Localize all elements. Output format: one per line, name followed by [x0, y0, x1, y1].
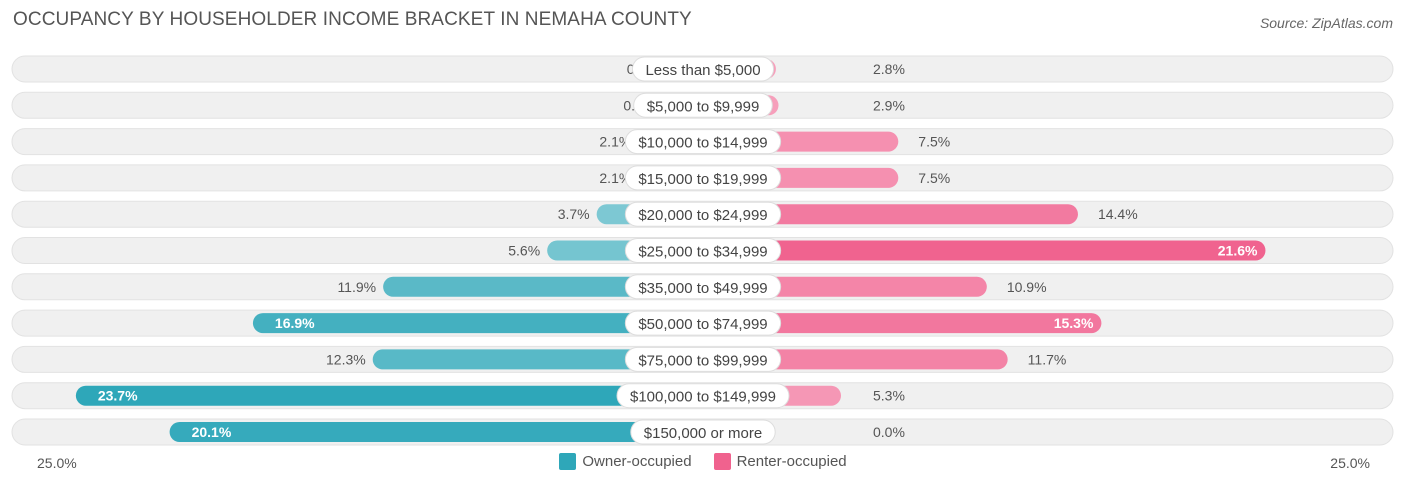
owner-value-label: 2.1%: [599, 170, 631, 186]
category-pill: [624, 346, 782, 372]
category-label: $25,000 to $34,999: [638, 244, 767, 261]
renter-bar: [693, 240, 1266, 261]
category-pill: [624, 165, 782, 191]
category-label: $15,000 to $19,999: [638, 171, 767, 188]
renter-value-label: 10.9%: [1007, 279, 1047, 295]
owner-value-label: 11.9%: [337, 279, 376, 295]
owner-value-label: 16.9%: [275, 315, 315, 331]
owner-bar: [252, 313, 703, 334]
category-label: Less than $5,000: [645, 62, 760, 79]
category-pill: [624, 238, 782, 263]
category-pill: [624, 129, 782, 155]
category-label: $35,000 to $49,999: [638, 280, 767, 297]
legend-swatch-renter: [713, 453, 731, 470]
owner-value-label: 2.1%: [599, 134, 631, 150]
category-label: $5,000 to $9,999: [647, 98, 760, 115]
category-label: $10,000 to $14,999: [638, 135, 767, 152]
axis-max-label: 25.0%: [1330, 455, 1370, 471]
legend: Owner-occupied Renter-occupied: [0, 453, 1406, 470]
category-pill: [633, 92, 773, 118]
category-label: $50,000 to $74,999: [638, 316, 767, 333]
category-pill: [624, 310, 782, 336]
renter-value-label: 2.9%: [873, 97, 905, 113]
renter-value-label: 7.5%: [918, 170, 950, 186]
renter-value-label: 7.5%: [918, 134, 950, 150]
renter-value-label: 21.6%: [1218, 243, 1258, 259]
category-pill: [616, 383, 790, 409]
owner-bar: [75, 385, 704, 406]
chart-title: OCCUPANCY BY HOUSEHOLDER INCOME BRACKET …: [13, 9, 692, 30]
category-pill: [624, 201, 782, 227]
category-pill: [624, 274, 782, 300]
category-label: $150,000 or more: [644, 425, 762, 442]
category-pill: [631, 56, 775, 82]
category-label: $100,000 to $149,999: [630, 389, 776, 406]
legend-label-owner: Owner-occupied: [582, 453, 692, 470]
owner-bar: [372, 349, 703, 370]
owner-value-label: 5.6%: [508, 243, 540, 259]
owner-value-label: 12.3%: [326, 351, 366, 367]
legend-item-renter: Renter-occupied: [713, 453, 847, 470]
category-label: $20,000 to $24,999: [638, 207, 767, 224]
category-label: $75,000 to $99,999: [638, 352, 767, 369]
renter-bar: [693, 313, 1102, 334]
renter-value-label: 11.7%: [1028, 351, 1067, 367]
legend-swatch-owner: [559, 453, 577, 470]
source-label: Source: ZipAtlas.com: [1259, 15, 1393, 31]
category-pill: [630, 419, 776, 445]
owner-value-label: 3.7%: [558, 206, 590, 222]
renter-value-label: 15.3%: [1054, 315, 1094, 331]
owner-value-label: 20.1%: [192, 424, 232, 440]
renter-value-label: 2.8%: [873, 61, 905, 77]
legend-label-renter: Renter-occupied: [736, 453, 847, 470]
renter-bar: [693, 204, 1078, 225]
axis-min-label: 25.0%: [37, 455, 77, 471]
owner-value-label: 23.7%: [98, 388, 138, 404]
owner-bar: [169, 422, 703, 442]
renter-value-label: 0.0%: [873, 424, 905, 440]
renter-value-label: 5.3%: [873, 388, 905, 404]
owner-bar: [383, 276, 703, 297]
renter-value-label: 14.4%: [1098, 206, 1138, 222]
legend-item-owner: Owner-occupied: [559, 453, 692, 470]
chart-canvas: 0.75%2.8%Less than $5,0000.88%2.9%$5,000…: [11, 55, 1394, 446]
